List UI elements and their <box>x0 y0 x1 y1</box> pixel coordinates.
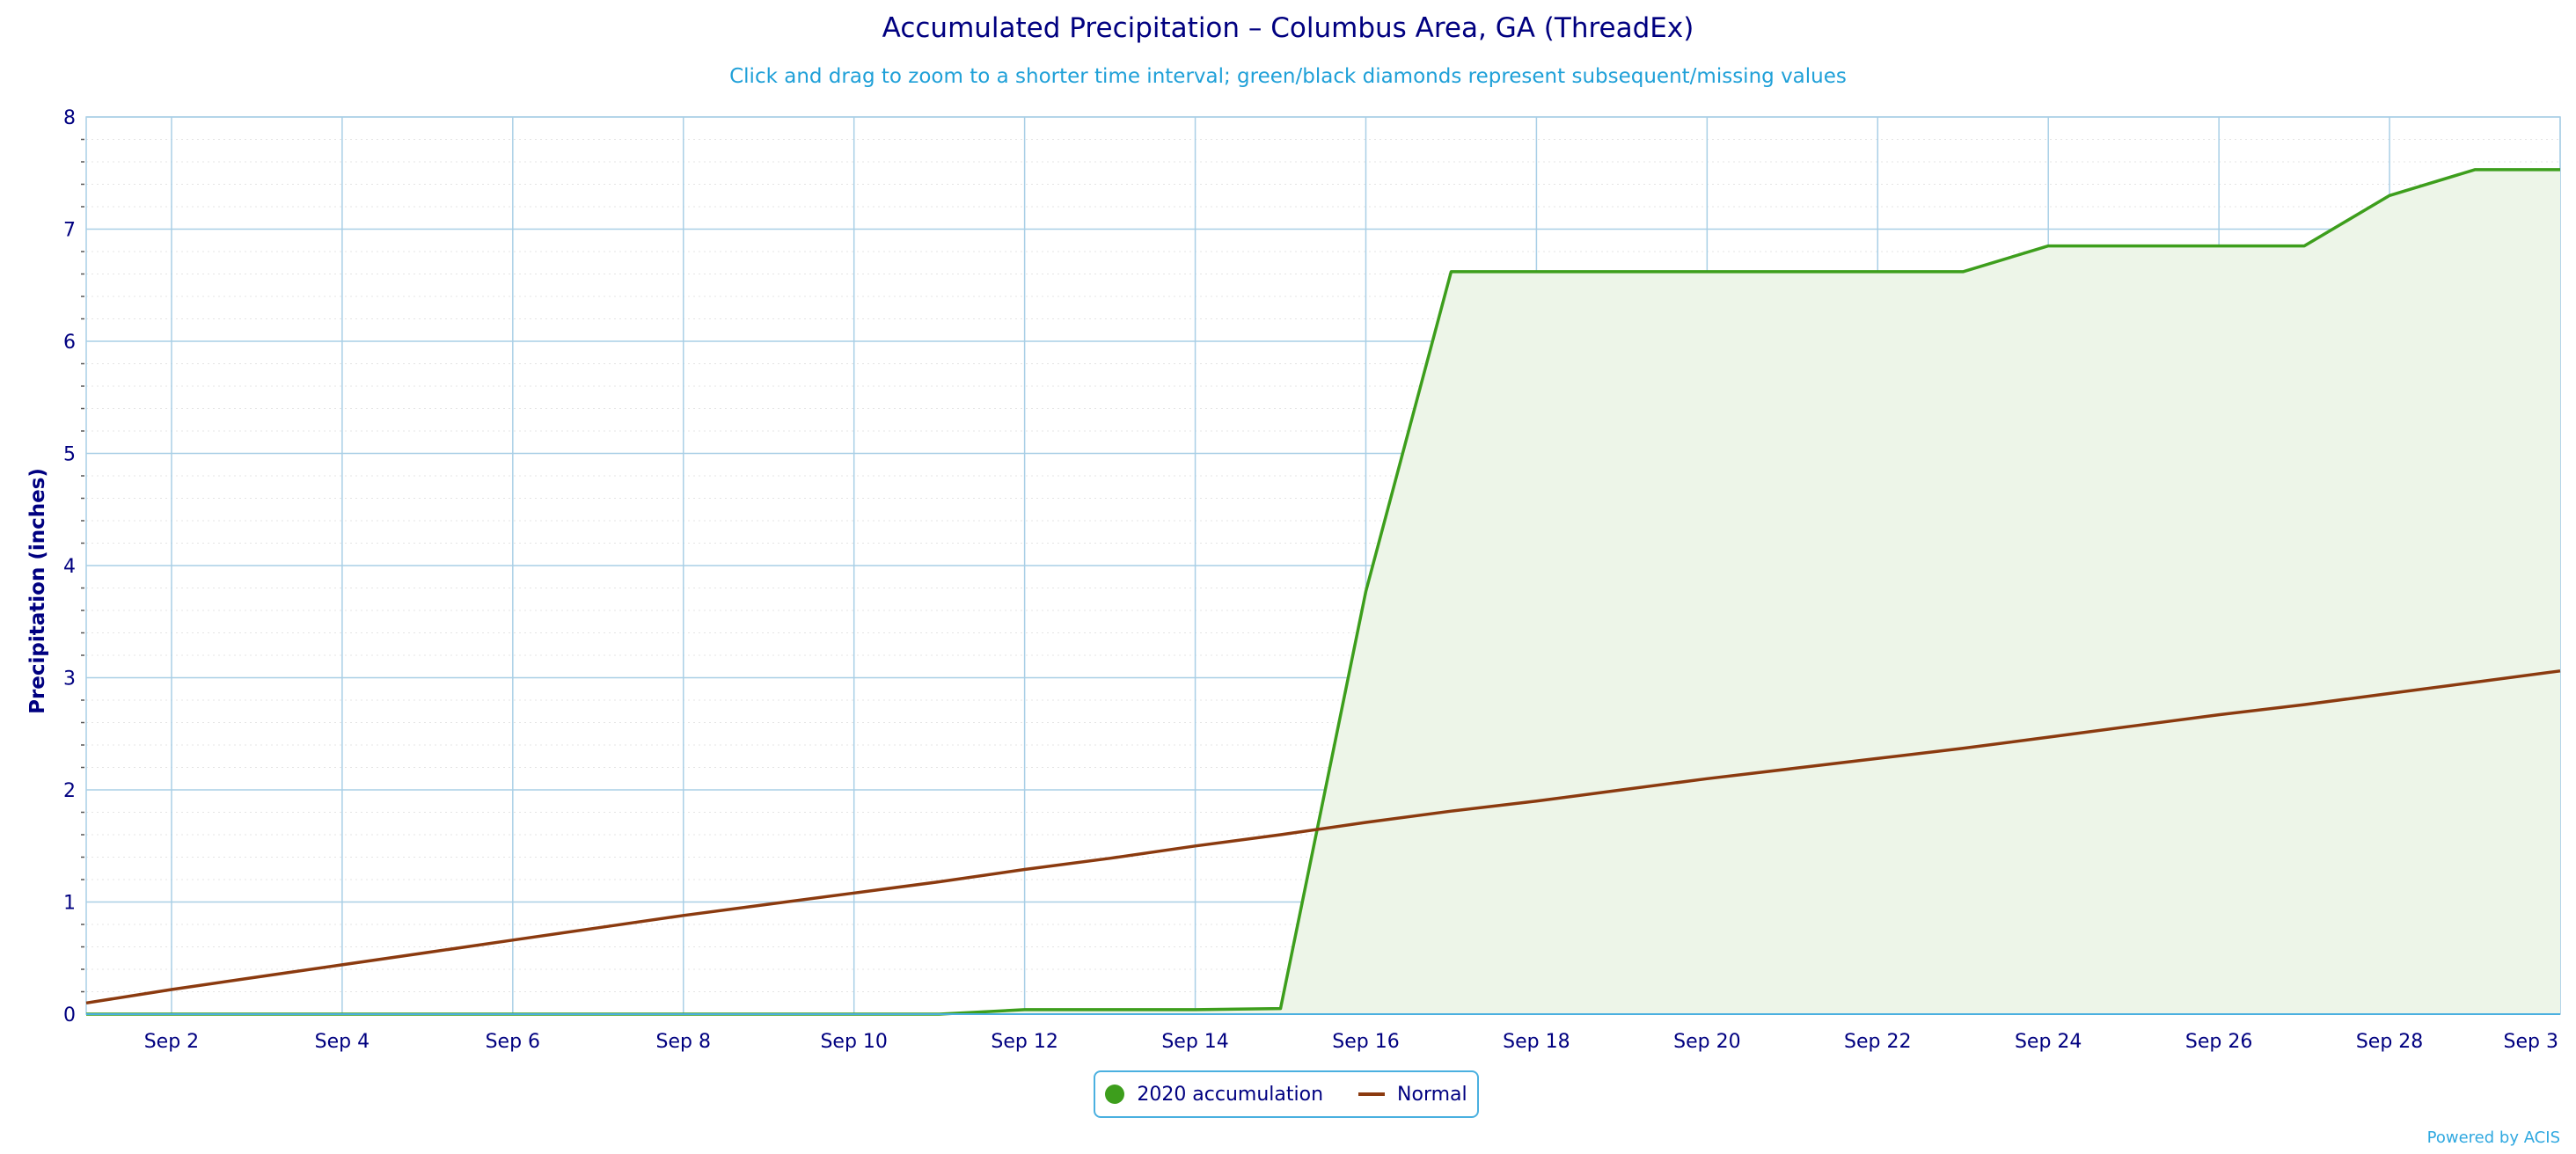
x-tick-label: Sep 3 <box>2504 1031 2558 1053</box>
legend-label-2020: 2020 accumulation <box>1137 1083 1324 1106</box>
y-tick-label: 4 <box>63 556 76 578</box>
x-tick-label: Sep 28 <box>2356 1031 2423 1053</box>
y-tick-label: 0 <box>63 1004 76 1026</box>
y-tick-label: 3 <box>63 668 76 690</box>
x-tick-label: Sep 10 <box>820 1031 887 1053</box>
x-tick-label: Sep 20 <box>1673 1031 1740 1053</box>
legend-item-2020[interactable]: 2020 accumulation <box>1105 1084 1323 1106</box>
legend-item-normal[interactable]: Normal <box>1358 1084 1467 1106</box>
series-line-1 <box>85 669 2561 1005</box>
y-tick-label: 1 <box>63 893 76 915</box>
chart-title: Accumulated Precipitation – Columbus Are… <box>882 12 1694 44</box>
series-area-0 <box>86 169 2560 1014</box>
x-tick-label: Sep 24 <box>2015 1031 2082 1053</box>
y-tick-label: 6 <box>63 332 76 354</box>
legend-marker-2020 <box>1105 1085 1125 1104</box>
legend-label-normal: Normal <box>1397 1083 1467 1106</box>
x-tick-label: Sep 26 <box>2185 1031 2252 1053</box>
x-tick-label: Sep 2 <box>144 1031 199 1053</box>
x-tick-label: Sep 4 <box>315 1031 370 1053</box>
y-tick-label: 5 <box>63 444 76 466</box>
chart-legend: 2020 accumulation Normal <box>1094 1070 1479 1118</box>
x-tick-label: Sep 12 <box>991 1031 1057 1053</box>
powered-by-credit[interactable]: Powered by ACIS <box>2426 1128 2560 1147</box>
x-tick-label: Sep 16 <box>1332 1031 1399 1053</box>
x-tick-label: Sep 6 <box>486 1031 540 1053</box>
y-tick-label: 7 <box>63 220 76 242</box>
x-tick-label: Sep 8 <box>656 1031 711 1053</box>
x-tick-label: Sep 18 <box>1503 1031 1570 1053</box>
x-tick-label: Sep 14 <box>1161 1031 1228 1053</box>
x-tick-label: Sep 22 <box>1844 1031 1911 1053</box>
y-tick-label: 2 <box>63 780 76 802</box>
legend-marker-normal <box>1358 1092 1386 1096</box>
chart-subtitle: Click and drag to zoom to a shorter time… <box>729 65 1847 88</box>
y-tick-label: 8 <box>63 107 76 129</box>
